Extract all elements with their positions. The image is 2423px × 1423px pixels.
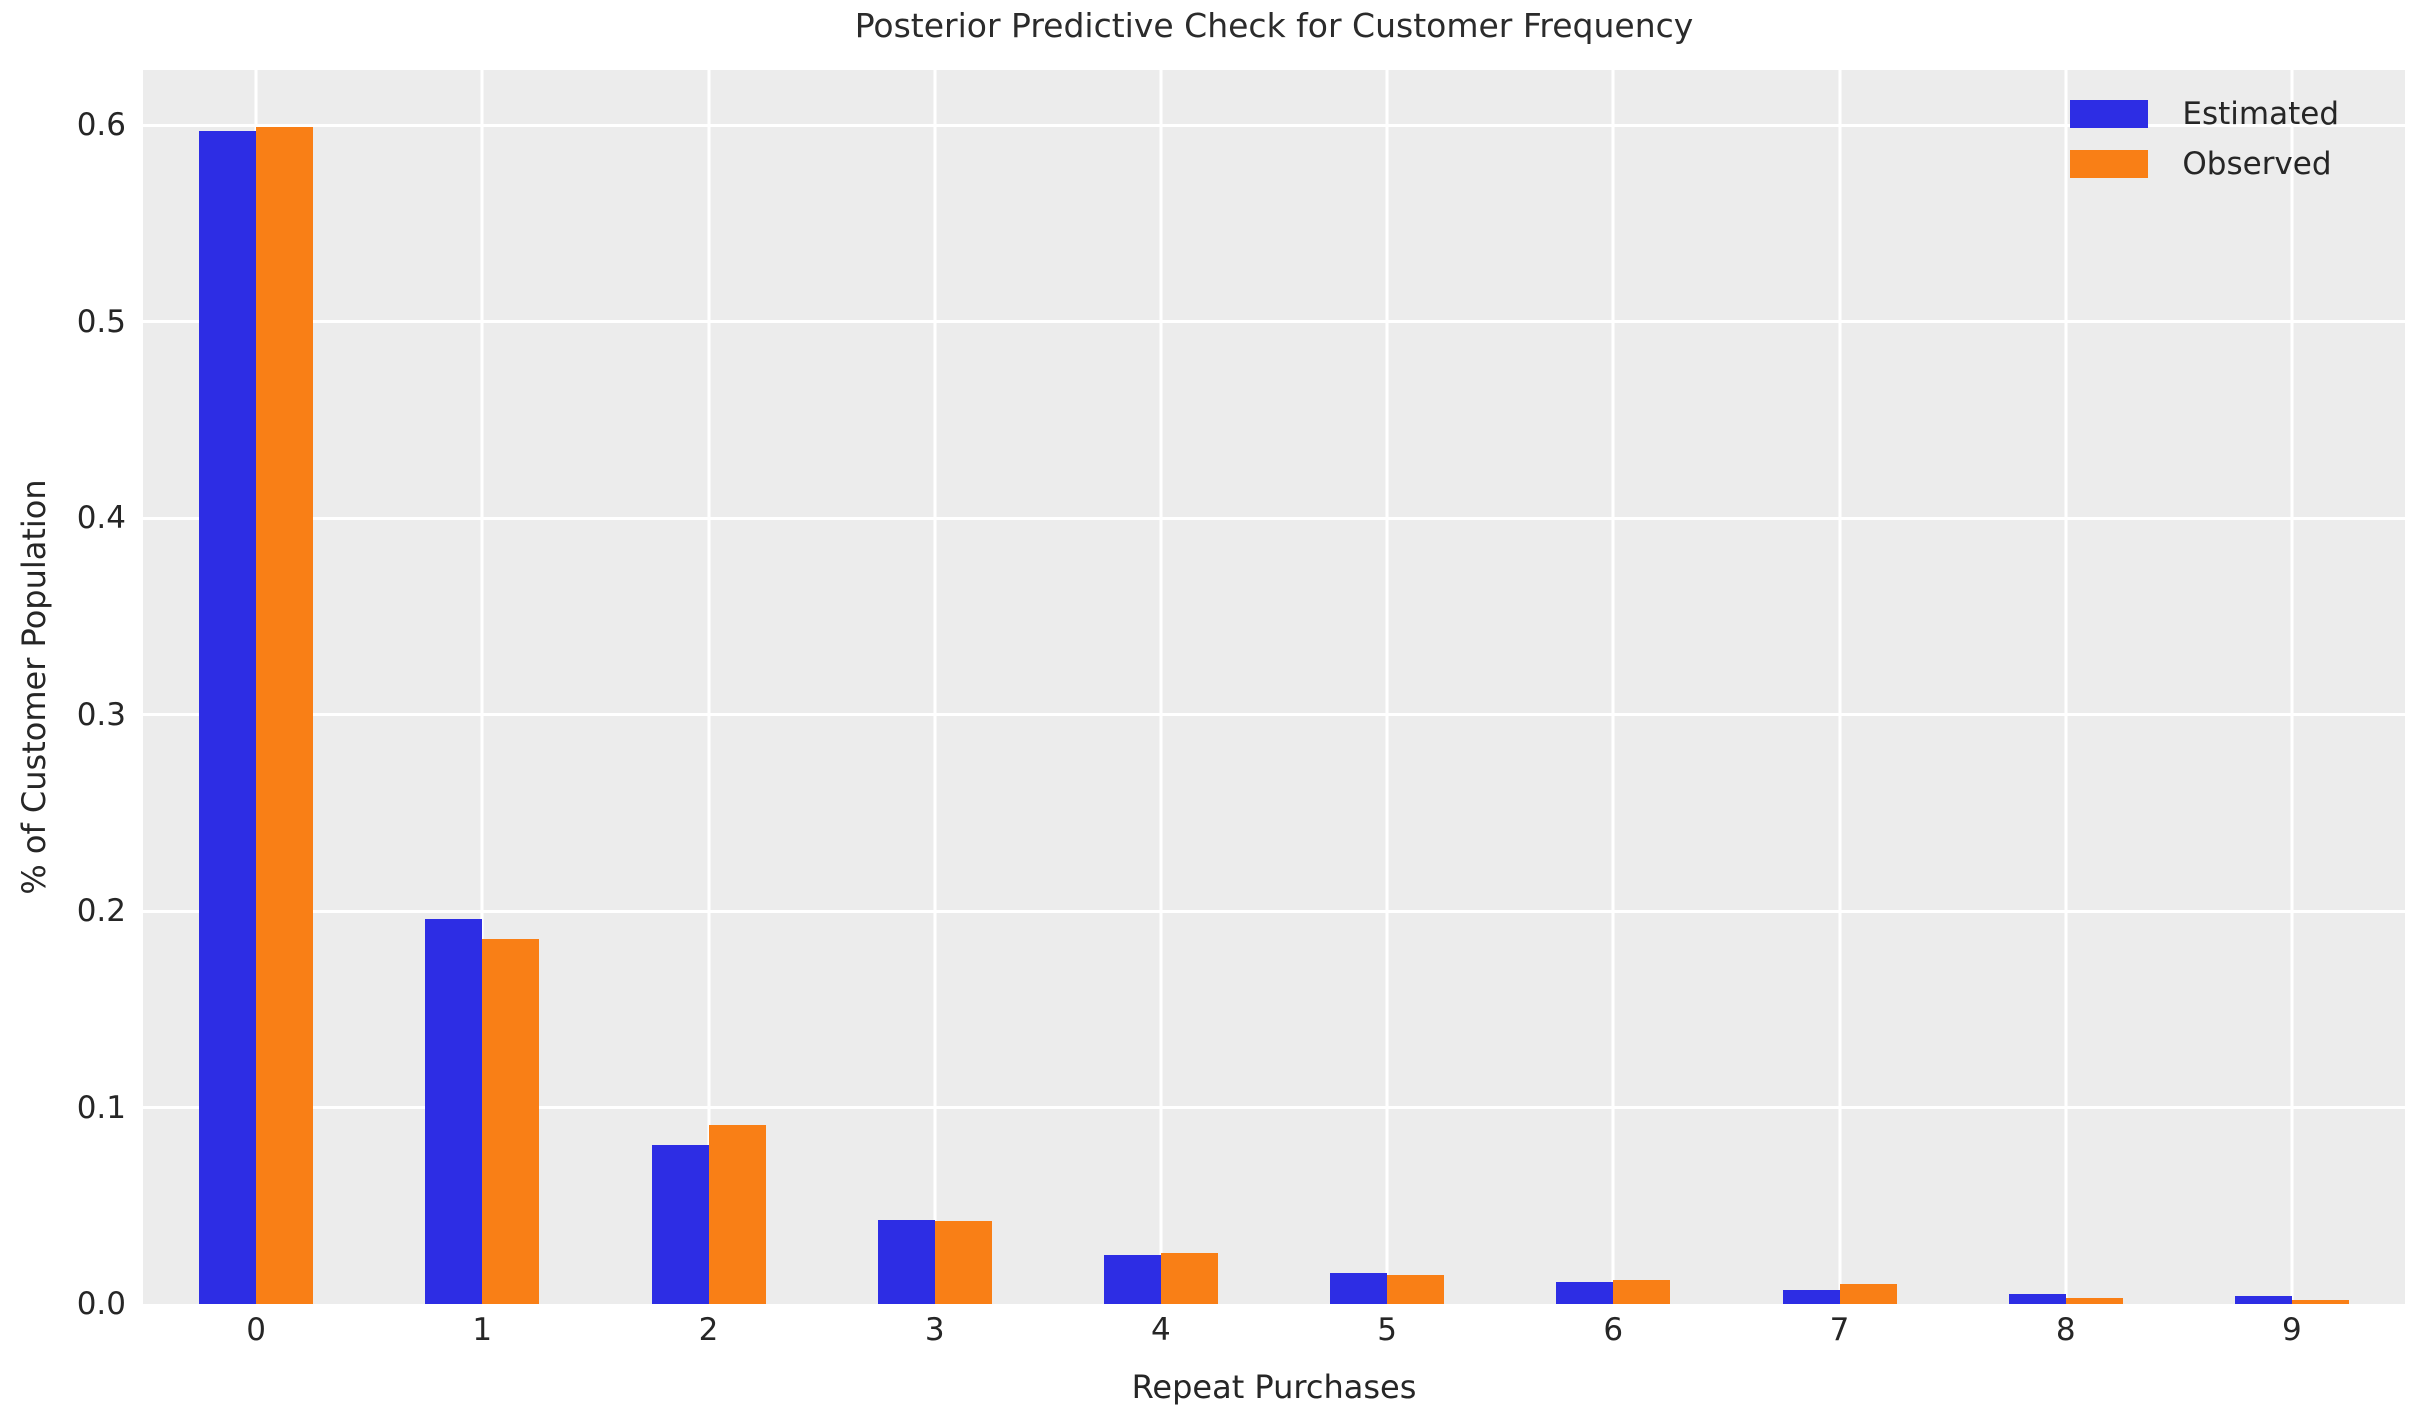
legend-label-observed: Observed xyxy=(2182,146,2332,182)
legend-row: Observed xyxy=(2070,146,2339,182)
chart-title: Posterior Predictive Check for Customer … xyxy=(854,6,1694,45)
y-tick-label: 0.4 xyxy=(76,500,126,536)
bar-estimated-1 xyxy=(425,918,483,1304)
bar-observed-7 xyxy=(1839,1284,1897,1304)
gridline-horizontal xyxy=(143,1106,2405,1110)
y-tick-label: 0.5 xyxy=(76,303,126,340)
bar-estimated-3 xyxy=(877,1219,935,1304)
bar-observed-0 xyxy=(256,126,314,1304)
x-tick-label: 6 xyxy=(1603,1312,1624,1348)
bar-estimated-0 xyxy=(199,130,257,1304)
bar-observed-2 xyxy=(708,1125,766,1304)
gridline-vertical xyxy=(2064,70,2068,1304)
bar-observed-4 xyxy=(1160,1252,1218,1304)
x-tick-label: 3 xyxy=(924,1312,945,1348)
bar-observed-3 xyxy=(934,1221,992,1304)
x-tick-label: 4 xyxy=(1151,1312,1171,1348)
legend-row: Estimated xyxy=(2070,96,2339,132)
gridline-vertical xyxy=(1159,70,1163,1304)
y-tick-label: 0.3 xyxy=(76,696,126,733)
bar-estimated-4 xyxy=(1103,1254,1161,1304)
x-tick-label: 7 xyxy=(1829,1312,1850,1348)
x-tick-label: 9 xyxy=(2282,1312,2302,1348)
legend-label-estimated: Estimated xyxy=(2182,96,2339,132)
legend-swatch-estimated xyxy=(2070,100,2149,128)
x-tick-label: 2 xyxy=(698,1312,719,1348)
plot-area: Estimated Observed xyxy=(143,70,2405,1304)
gridline-vertical xyxy=(2290,70,2294,1304)
bar-observed-1 xyxy=(482,938,540,1304)
legend: Estimated Observed xyxy=(2070,96,2339,182)
gridline-vertical xyxy=(1611,70,1615,1304)
y-tick-label: 0.6 xyxy=(76,107,126,144)
gridline-vertical xyxy=(707,70,710,1304)
bar-estimated-5 xyxy=(1330,1272,1388,1304)
x-axis-label: Repeat Purchases xyxy=(1131,1368,1417,1406)
gridline-vertical xyxy=(480,70,484,1304)
gridline-horizontal xyxy=(143,713,2405,717)
bar-observed-8 xyxy=(2065,1298,2123,1304)
gridline-horizontal xyxy=(143,516,2405,520)
gridline-vertical xyxy=(1838,70,1841,1304)
bar-observed-9 xyxy=(2291,1300,2349,1304)
bar-observed-5 xyxy=(1387,1274,1445,1304)
bar-observed-6 xyxy=(1613,1280,1671,1304)
y-tick-label: 0.1 xyxy=(76,1089,126,1126)
y-axis-label: % of Customer Population xyxy=(15,479,53,895)
gridline-vertical xyxy=(1385,70,1389,1304)
bar-estimated-6 xyxy=(1556,1282,1614,1304)
y-tick-label: 0.2 xyxy=(76,893,126,929)
x-tick-label: 8 xyxy=(2055,1312,2076,1348)
bar-estimated-7 xyxy=(1782,1290,1840,1304)
bar-estimated-8 xyxy=(2008,1294,2066,1304)
x-tick-label: 0 xyxy=(246,1312,266,1348)
y-tick-label: 0.0 xyxy=(76,1286,126,1322)
gridline-horizontal xyxy=(143,123,2405,127)
x-tick-label: 1 xyxy=(472,1312,493,1348)
bar-estimated-2 xyxy=(651,1144,709,1304)
x-tick-label: 5 xyxy=(1377,1312,1397,1348)
gridline-vertical xyxy=(933,70,937,1304)
gridline-horizontal xyxy=(143,320,2405,324)
gridline-horizontal xyxy=(143,909,2405,913)
legend-swatch-observed xyxy=(2070,150,2149,178)
bar-estimated-9 xyxy=(2234,1296,2292,1304)
